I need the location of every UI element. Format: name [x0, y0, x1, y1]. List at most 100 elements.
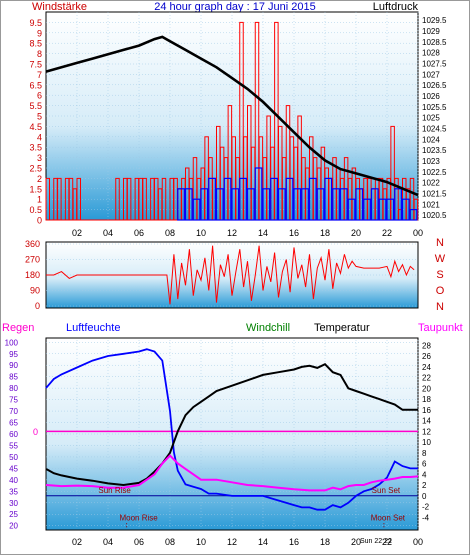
- temperature-y-tick-label: -4: [422, 513, 430, 522]
- wind-y-tick-label: 6: [37, 91, 42, 101]
- wind-y-tick-label: 9: [37, 28, 42, 38]
- wind-y-tick-label: 5.5: [29, 101, 42, 111]
- wind-average-bar: [308, 177, 317, 221]
- temperature-y-tick-label: 10: [422, 438, 431, 447]
- humidity-y-tick-label: 65: [9, 419, 18, 428]
- wind-average-bar: [277, 188, 286, 221]
- wind-x-tick-label: 16: [289, 228, 299, 238]
- wind-y-tick-label: 4.5: [29, 122, 42, 132]
- legend-entry: Temperatur: [314, 322, 370, 334]
- pressure-y-tick-label: 1026.5: [422, 81, 447, 90]
- humidity-y-tick-label: 20: [9, 522, 18, 531]
- humidity-y-tick-label: 60: [9, 430, 18, 439]
- wind-x-tick-label: 18: [320, 228, 330, 238]
- temperature-x-tick-label: 06: [134, 537, 144, 547]
- wind-average-bar: [192, 198, 201, 221]
- moon-rise-label: Moon Rise: [119, 513, 158, 522]
- wind-y-tick-label: 9.5: [29, 18, 42, 28]
- pressure-y-tick-label: 1023.5: [422, 146, 447, 155]
- wind-y-tick-label: 3: [37, 153, 42, 163]
- wind-direction-line: [46, 245, 415, 305]
- pressure-line: [45, 35, 419, 197]
- wind-average-bar: [254, 167, 263, 221]
- legend: Regen Luftfeuchte Windchill Temperatur Taupu…: [2, 322, 463, 334]
- direction-y-tick-label: 90: [30, 286, 40, 296]
- wind-y-tick-label: 6.5: [29, 80, 42, 90]
- humidity-y-tick-label: 55: [9, 441, 18, 450]
- temperature-x-axis-labels: 02 04 06 08 10 12 14 16 18 20 22 00: [72, 537, 423, 547]
- legend-entry: Luftfeuchte: [66, 322, 120, 334]
- temperature-y-tick-label: 22: [422, 374, 431, 383]
- moon-set-label: Moon Set: [371, 513, 406, 522]
- pressure-y-tick-label: 1024.5: [422, 124, 447, 133]
- temperature-y-tick-label: 28: [422, 341, 431, 350]
- wind-average-bar: [339, 188, 348, 221]
- pressure-y-tick-label: 1020.5: [422, 211, 447, 220]
- temperature-panel: 0 Sun Rise Sun Set Moon Rise Moon Set Sun 22…: [5, 337, 431, 547]
- wind-average-bar: [223, 177, 232, 221]
- temperature-y-tick-label: 24: [422, 363, 431, 372]
- wind-average-bar: [285, 177, 294, 221]
- direction-y-tick-label: 360: [25, 239, 40, 249]
- chart-title: 24 hour graph day : 17 Juni 2015: [154, 1, 315, 13]
- compass-label: W: [435, 253, 446, 265]
- wind-average-bar: [394, 188, 402, 221]
- temperature-y-tick-label: 16: [422, 406, 431, 415]
- legend-entry: Windchill: [246, 322, 290, 334]
- humidity-y-tick-label: 75: [9, 396, 18, 405]
- wind-average-bar: [355, 188, 364, 221]
- wind-average-bar: [177, 188, 185, 221]
- wind-average-bar: [363, 198, 371, 221]
- wind-average-bar: [401, 198, 410, 221]
- wind-average-bar: [386, 198, 395, 221]
- pressure-y-tick-label: 1029: [422, 27, 440, 36]
- pressure-y-tick-label: 1022: [422, 179, 440, 188]
- wind-average-bars: [177, 167, 418, 221]
- humidity-y-tick-label: 85: [9, 373, 18, 382]
- pressure-y-tick-label: 1024: [422, 135, 440, 144]
- temperature-x-tick-label: 00: [413, 537, 423, 547]
- wind-y-tick-label: 7.5: [29, 60, 42, 70]
- temperature-x-tick-label: 10: [196, 537, 206, 547]
- temperature-x-tick-label: 16: [289, 537, 299, 547]
- wind-average-bar: [370, 188, 379, 221]
- wind-average-bar: [208, 177, 216, 221]
- pressure-axis-title: Luftdruck: [373, 1, 419, 13]
- wind-x-tick-label: 10: [196, 228, 206, 238]
- temperature-panel-grid: [46, 340, 419, 528]
- wind-x-tick-label: 00: [413, 228, 423, 238]
- temperature-y-tick-label: 4: [422, 470, 427, 479]
- wind-y-tick-label: 0: [37, 216, 42, 226]
- temperature-y-tick-label: 26: [422, 352, 431, 361]
- temperatur-series-line: [45, 362, 418, 487]
- temperature-y-tick-label: 18: [422, 395, 431, 404]
- wind-average-bar: [231, 188, 240, 221]
- temperature-y-tick-label: 0: [422, 492, 427, 501]
- wind-average-bar: [262, 188, 271, 221]
- pressure-y-tick-label: 1028.5: [422, 38, 447, 47]
- temperature-panel-series: [45, 348, 419, 511]
- wind-gust-bar: [126, 177, 132, 221]
- wind-average-bar: [332, 188, 340, 221]
- wind-axis-title: Windstärke: [32, 1, 87, 13]
- wind-pressure-panel: 00.511.522.533.544.555.566.577.588.599.5…: [29, 11, 447, 238]
- temperature-x-tick-label: 20: [351, 537, 361, 547]
- pressure-y-tick-label: 1021.5: [422, 189, 447, 198]
- humidity-y-tick-label: 40: [9, 476, 18, 485]
- wind-y-tick-label: 1.5: [29, 184, 42, 194]
- wind-average-bar: [200, 188, 209, 221]
- wind-average-bar: [378, 198, 387, 221]
- wind-gust-bar: [142, 177, 147, 221]
- wind-x-tick-label: 04: [103, 228, 113, 238]
- direction-y-tick-label: 270: [25, 255, 40, 265]
- humidity-y-tick-label: 45: [9, 464, 18, 473]
- temperature-y-tick-label: 8: [422, 449, 427, 458]
- temperature-y-tick-label: -2: [422, 503, 430, 512]
- temperature-y-tick-label: 2: [422, 481, 427, 490]
- wind-y-tick-label: 2: [37, 174, 42, 184]
- pressure-y-tick-label: 1027: [422, 70, 440, 79]
- temperature-y-tick-label: 14: [422, 417, 431, 426]
